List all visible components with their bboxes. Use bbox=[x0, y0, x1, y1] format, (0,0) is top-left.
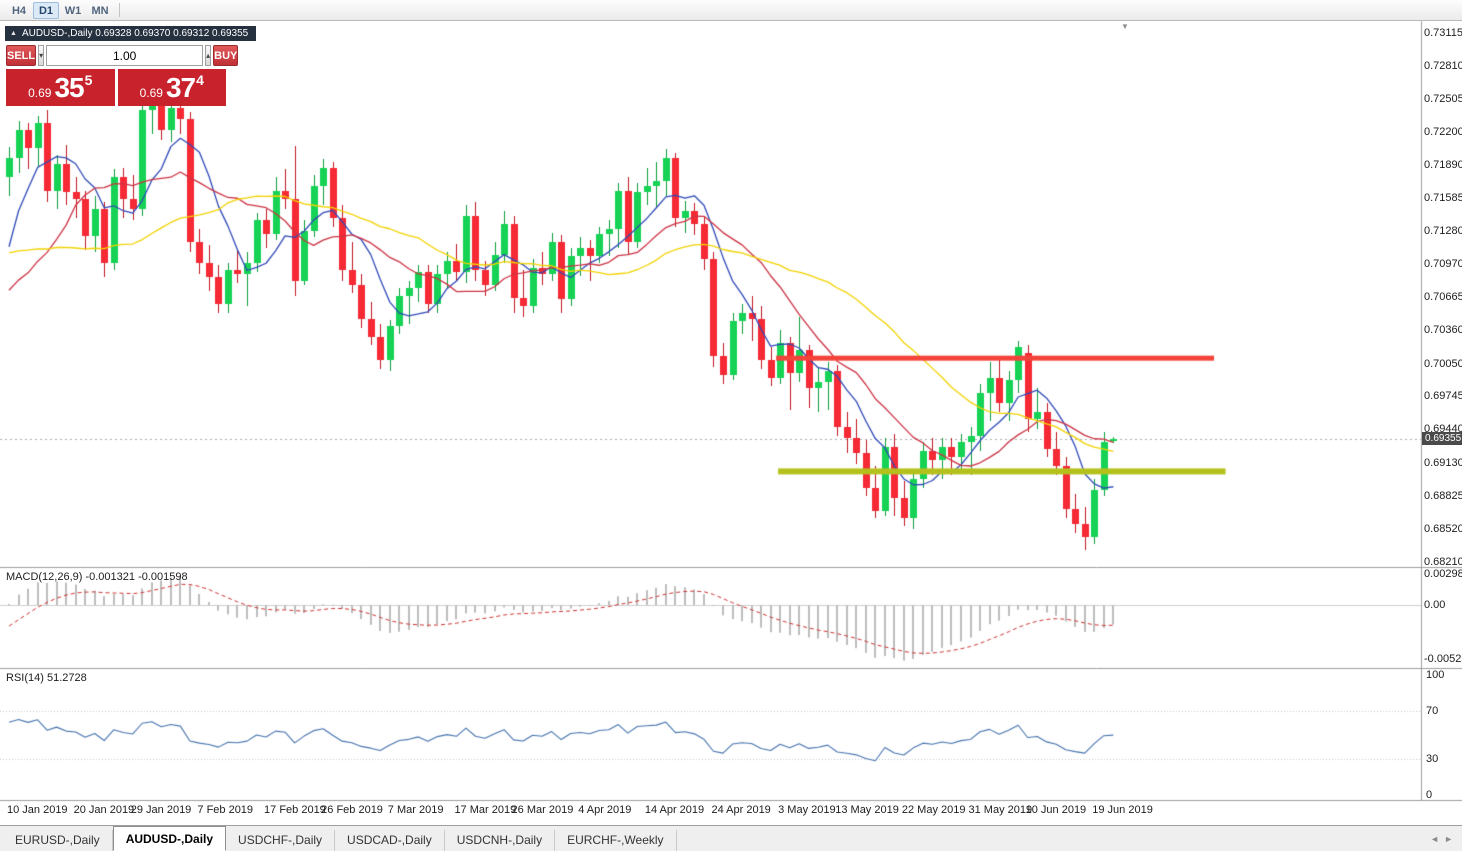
tab-scroll-controls: ◄ ► bbox=[1421, 834, 1462, 844]
rsi-indicator-title: RSI(14) 51.2728 bbox=[6, 672, 87, 684]
chart-title-bar: ▲ AUDUSD-,Daily 0.69328 0.69370 0.69312 … bbox=[5, 26, 257, 41]
buy-price-prefix: 0.69 bbox=[139, 86, 163, 100]
macd-indicator-title: MACD(12,26,9) -0.001321 -0.001598 bbox=[6, 571, 188, 583]
chart-tab-eurchf-weekly[interactable]: EURCHF-,Weekly bbox=[555, 830, 677, 851]
buy-price-display[interactable]: 0.69 37 4 bbox=[117, 69, 226, 106]
tf-button-h4[interactable]: H4 bbox=[11, 4, 27, 17]
chart-shift-marker-icon[interactable]: ▼ bbox=[1121, 22, 1129, 31]
chart-tab-eurusd-daily[interactable]: EURUSD-,Daily bbox=[3, 830, 113, 851]
volume-input[interactable] bbox=[46, 45, 204, 66]
chart-tabs: EURUSD-,Daily AUDUSD-,Daily USDCHF-,Daily U… bbox=[3, 826, 677, 851]
tf-button-mn[interactable]: MN bbox=[91, 4, 109, 17]
tf-button-w1[interactable]: W1 bbox=[64, 4, 82, 17]
sell-button[interactable]: SELL bbox=[6, 45, 37, 66]
price-scale[interactable] bbox=[1422, 21, 1462, 801]
chart-tab-usdcad-daily[interactable]: USDCAD-,Daily bbox=[335, 830, 445, 851]
volume-increase-button[interactable]: ▴ bbox=[205, 45, 212, 66]
sell-price-point: 5 bbox=[84, 72, 93, 88]
tab-scroll-right-icon[interactable]: ► bbox=[1444, 833, 1453, 844]
buy-button[interactable]: BUY bbox=[213, 45, 239, 66]
chart-tab-usdchf-daily[interactable]: USDCHF-,Daily bbox=[226, 830, 336, 851]
chart-tab-bar: EURUSD-,Daily AUDUSD-,Daily USDCHF-,Daily U… bbox=[0, 825, 1462, 851]
chart-title: AUDUSD-,Daily 0.69328 0.69370 0.69312 0.… bbox=[21, 28, 249, 39]
buy-price-point: 4 bbox=[196, 72, 204, 88]
sell-price-pips: 35 bbox=[54, 71, 84, 103]
bar-direction-up-icon: ▲ bbox=[10, 30, 17, 37]
sell-price-prefix: 0.69 bbox=[28, 86, 52, 100]
chart-tab-usdcnh-daily[interactable]: USDCNH-,Daily bbox=[445, 830, 556, 851]
toolbar-separator bbox=[119, 3, 120, 17]
timeframe-toolbar: H4 D1 W1 MN bbox=[0, 0, 1462, 21]
time-scale[interactable] bbox=[0, 801, 1421, 825]
chart-tab-audusd-daily[interactable]: AUDUSD-,Daily bbox=[112, 826, 227, 851]
tab-scroll-left-icon[interactable]: ◄ bbox=[1430, 833, 1440, 844]
current-price-badge: 0.69355 bbox=[1422, 431, 1462, 445]
volume-decrease-button[interactable]: ▾ bbox=[38, 45, 45, 66]
tf-button-d1[interactable]: D1 bbox=[33, 1, 59, 19]
buy-price-pips: 37 bbox=[165, 71, 196, 103]
sell-price-display[interactable]: 0.69 35 5 bbox=[6, 69, 115, 106]
